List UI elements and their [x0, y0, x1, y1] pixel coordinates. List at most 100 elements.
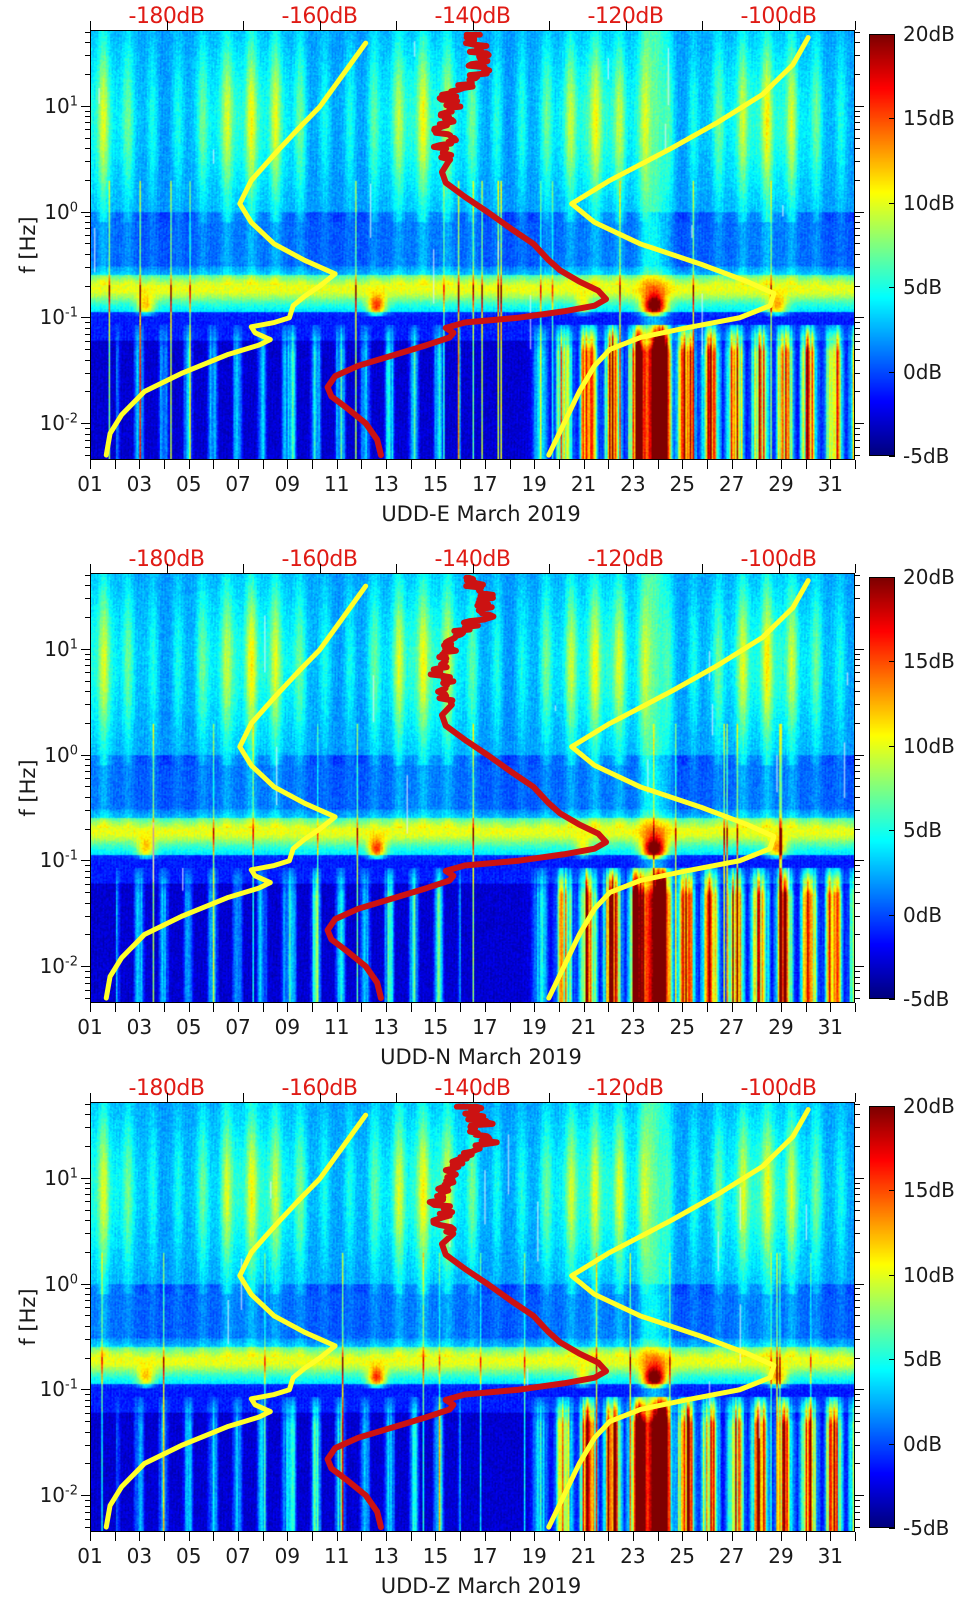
x-axis-tick — [460, 1532, 462, 1541]
y-axis-right-tick — [855, 690, 860, 692]
y-axis-minor-tick — [85, 1394, 90, 1396]
y-axis-tick-label: 100 — [44, 199, 78, 224]
x-axis-tick — [435, 460, 437, 469]
top-axis-tick — [702, 1093, 703, 1102]
x-axis-tick — [731, 1532, 733, 1541]
x-axis-tick — [805, 460, 807, 469]
y-axis-right-tick — [855, 1188, 860, 1190]
x-axis-tick — [608, 1532, 610, 1541]
y-axis-minor-tick — [85, 1293, 90, 1295]
colorbar-udd-n[interactable] — [869, 577, 895, 999]
x-axis-day-label: 27 — [718, 1544, 745, 1568]
top-axis-tick — [90, 1093, 91, 1102]
y-axis-right-tick — [855, 428, 860, 430]
colorbar-tick-label: 20dB — [903, 1094, 955, 1118]
top-axis-tick — [243, 21, 244, 30]
x-axis-day-label: 03 — [126, 1015, 153, 1039]
y-axis-minor-tick — [85, 690, 90, 692]
y-axis-tick-label: 101 — [44, 636, 78, 661]
y-axis-tick-label: 101 — [44, 1165, 78, 1190]
y-axis-right-tick — [855, 1500, 860, 1502]
y-axis-right-tick — [855, 665, 860, 667]
y-axis-minor-tick — [85, 253, 90, 255]
colorbar-udd-e[interactable] — [869, 34, 895, 456]
colorbar-tick — [889, 34, 895, 35]
y-axis-minor-tick — [85, 42, 90, 44]
x-axis-tick — [534, 1532, 536, 1541]
y-axis-right-tick — [855, 1182, 860, 1184]
y-axis-right-tick — [855, 982, 860, 984]
y-axis-right-tick — [855, 1325, 860, 1327]
y-axis-minor-tick — [85, 1219, 90, 1221]
y-axis-minor-tick — [85, 1500, 90, 1502]
x-axis-tick — [632, 1532, 634, 1541]
y-axis-minor-tick — [85, 1182, 90, 1184]
top-axis-tick — [855, 21, 856, 30]
x-axis-day-label: 25 — [669, 1544, 695, 1568]
y-axis-right-tick — [855, 1463, 860, 1465]
y-axis-minor-tick — [85, 179, 90, 181]
spectrogram-plot-udd-n[interactable] — [90, 573, 855, 1003]
x-axis-day-label: 27 — [718, 1015, 745, 1039]
colorbar-udd-z[interactable] — [869, 1106, 895, 1528]
x-axis-day-label: 25 — [669, 1015, 695, 1039]
top-axis-tick — [472, 564, 474, 573]
colorbar-tick-label: 5dB — [903, 818, 943, 843]
spectrogram-plot-udd-e[interactable] — [90, 30, 855, 460]
y-axis-minor-tick — [85, 340, 90, 342]
y-axis-tick-label: 100 — [44, 742, 78, 767]
y-axis-minor-tick — [85, 1338, 90, 1340]
colorbar-tick-label: 15dB — [903, 649, 955, 674]
curve-nhnm — [546, 578, 811, 1001]
y-axis-right-tick — [855, 1209, 860, 1211]
y-axis-major-tick — [81, 754, 90, 756]
y-axis-major-tick — [81, 211, 90, 213]
top-axis-tick — [625, 1093, 627, 1102]
x-axis-tick — [632, 460, 634, 469]
y-axis-right-tick — [855, 759, 860, 761]
y-axis-minor-tick — [85, 1127, 90, 1129]
y-axis-tick-label: 10-2 — [39, 411, 78, 436]
y-axis-right-tick — [855, 235, 860, 237]
x-axis-day-label: 01 — [77, 1544, 103, 1568]
y-axis-right-tick — [855, 243, 860, 245]
y-axis-minor-tick — [85, 1307, 90, 1309]
noise-model-overlays-udd-e — [103, 31, 811, 459]
y-axis-minor-tick — [85, 809, 90, 811]
colorbar-tick — [889, 1443, 895, 1445]
x-axis-tick — [435, 1532, 437, 1541]
y-axis-right-tick — [855, 722, 860, 724]
y-axis-right-tick — [855, 1307, 860, 1309]
x-axis-day-label: 05 — [175, 1544, 202, 1568]
x-axis-day-label: 13 — [373, 472, 399, 496]
x-axis-tick — [830, 460, 832, 469]
y-axis-right-tick — [855, 266, 860, 268]
x-axis-tick — [164, 1532, 166, 1541]
colorbar-tick-label: 0dB — [903, 902, 943, 927]
top-axis-tick — [396, 21, 397, 30]
x-axis-day-label: 01 — [77, 472, 103, 496]
y-axis-right-tick — [855, 73, 860, 75]
y-axis-minor-tick — [85, 680, 90, 682]
y-axis-major-tick — [81, 860, 90, 862]
x-axis-day-label: 19 — [521, 1544, 547, 1568]
y-axis-right-tick — [855, 704, 860, 706]
y-axis-right-tick — [855, 1511, 860, 1513]
x-axis-tick — [460, 460, 462, 469]
x-axis-day-label: 11 — [324, 1015, 350, 1039]
y-axis-right-tick — [855, 327, 860, 329]
x-axis-tick — [164, 460, 166, 469]
x-axis-tick — [410, 460, 412, 469]
y-axis-minor-tick — [85, 433, 90, 435]
x-axis-day-label: 15 — [422, 472, 449, 496]
y-axis-right-tick — [855, 129, 860, 131]
x-axis-tick — [312, 1532, 314, 1541]
x-axis-tick — [756, 460, 758, 469]
y-axis-minor-tick — [85, 616, 90, 618]
y-axis-minor-tick — [85, 137, 90, 139]
spectrogram-plot-udd-z[interactable] — [90, 1102, 855, 1532]
x-axis-tick — [805, 1003, 807, 1012]
y-axis-minor-tick — [85, 771, 90, 772]
y-axis-major-tick — [81, 1389, 90, 1391]
